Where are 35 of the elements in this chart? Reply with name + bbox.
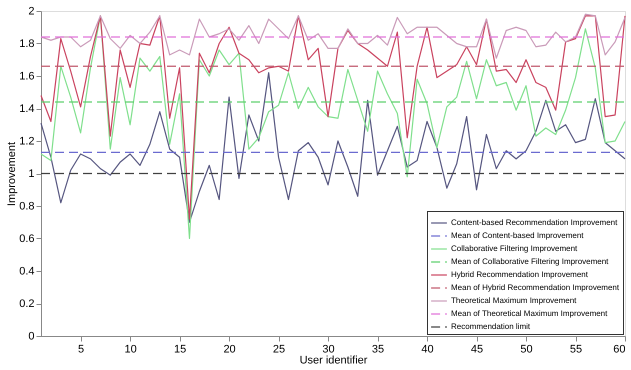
x-tick-label: 40 [421, 344, 434, 356]
x-tick-label: 45 [470, 344, 484, 356]
legend-label: Mean of Collaborative Filtering Improvement [451, 257, 610, 266]
legend-label: Mean of Hybrid Recommendation Improvement [451, 283, 620, 292]
y-tick-label: 0.8 [19, 200, 34, 212]
x-tick-label: 15 [174, 344, 186, 356]
y-tick-label: 2 [28, 6, 34, 18]
legend-label: Recommendation limit [451, 322, 531, 331]
legend-label: Hybrid Recommendation Improvement [451, 270, 589, 279]
legend-label: Content-based Recommendation Improvement [451, 218, 618, 227]
y-tick-label: 0.6 [19, 233, 34, 245]
legend-label: Mean of Theoretical Maximum Improvement [451, 309, 608, 318]
y-tick-label: 0.4 [19, 266, 34, 278]
y-tick-label: 1.8 [19, 38, 34, 50]
x-tick-label: 25 [272, 344, 286, 356]
y-axis-title: Improvement [6, 142, 18, 206]
legend-label: Collaborative Filtering Improvement [451, 244, 578, 253]
y-tick-label: 0 [28, 330, 34, 342]
y-tick-label: 0.2 [19, 298, 34, 310]
x-tick-label: 35 [372, 344, 384, 356]
line-series [40, 14, 626, 59]
x-tick-label: 30 [322, 344, 335, 356]
x-tick-label: 20 [223, 344, 236, 356]
x-tick-label: 50 [520, 344, 533, 356]
y-tick-label: 1.2 [19, 136, 34, 148]
legend-label: Mean of Content-based Improvement [451, 231, 584, 240]
x-tick-label: 55 [570, 344, 582, 356]
x-axis-title: User identifier [300, 354, 368, 366]
y-tick-label: 1.6 [19, 70, 34, 82]
y-tick-label: 1.4 [19, 103, 34, 115]
y-tick-label: 1 [28, 168, 34, 180]
x-tick-label: 5 [78, 344, 84, 356]
x-tick-label: 10 [124, 344, 137, 356]
legend-label: Theoretical Maximum Improvement [451, 296, 578, 305]
x-tick-label: 60 [613, 344, 626, 356]
